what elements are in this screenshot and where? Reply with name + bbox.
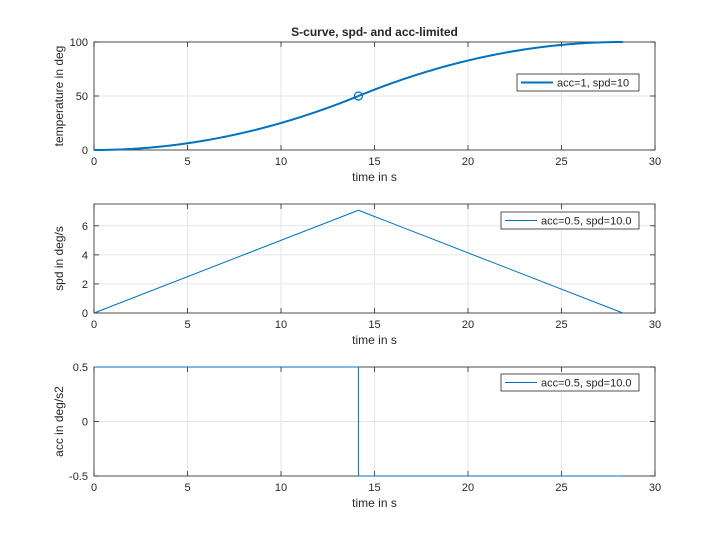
x-tick-label: 25 (555, 482, 567, 494)
x-tick-label: 5 (184, 319, 190, 331)
x-tick-label: 30 (649, 319, 661, 331)
chart-title: S-curve, spd- and acc-limited (291, 25, 458, 39)
y-tick-label: -0.5 (69, 471, 88, 483)
y-axis-label: temperature in deg (52, 46, 66, 147)
x-axis-label: time in s (352, 333, 397, 347)
legend-box (516, 73, 640, 92)
y-tick-label: 0.5 (73, 362, 88, 374)
legend-label: acc=0.5, spd=10.0 (541, 378, 632, 390)
x-tick-label: 10 (275, 156, 287, 168)
x-axis-label: time in s (352, 170, 397, 184)
y-tick-label: 0 (82, 145, 88, 157)
x-tick-label: 20 (462, 156, 474, 168)
x-tick-label: 0 (91, 482, 97, 494)
series-line-1 (93, 41, 623, 151)
subplot-1: 0 5 10 15 20 25 30 0 50 100 time in s temperature i… (52, 25, 661, 184)
x-tick-label: 5 (184, 156, 190, 168)
series-line-1 (94, 366, 623, 477)
legend: acc=0.5, spd=10.0 (500, 211, 640, 230)
y-tick-label: 4 (82, 250, 88, 262)
x-tick-label: 25 (555, 156, 567, 168)
x-tick-label: 0 (91, 156, 97, 168)
series-line-1 (93, 209, 624, 314)
y-tick-label: 100 (70, 37, 88, 49)
subplot-2: 0 5 10 15 20 25 30 0 2 4 6 time in s spd in deg/s acc… (52, 203, 661, 347)
x-tick-label: 30 (649, 156, 661, 168)
marker-circle (353, 91, 364, 101)
legend-box (500, 211, 640, 230)
y-tick-label: 2 (82, 279, 88, 291)
x-tick-label: 10 (275, 319, 287, 331)
legend-label: acc=1, spd=10 (557, 78, 629, 90)
x-tick-label: 15 (368, 319, 380, 331)
x-tick-label: 20 (462, 482, 474, 494)
y-tick-label: 6 (82, 221, 88, 233)
y-tick-label: 0 (82, 308, 88, 320)
y-tick-label: 50 (76, 91, 88, 103)
y-tick-label: 0 (82, 417, 88, 429)
x-tick-label: 15 (368, 482, 380, 494)
x-tick-label: 5 (184, 482, 190, 494)
x-tick-label: 15 (368, 156, 380, 168)
x-axis-label: time in s (352, 496, 397, 510)
legend-label: acc=0.5, spd=10.0 (541, 216, 632, 228)
legend: acc=1, spd=10 (516, 73, 640, 92)
legend-box (500, 373, 640, 392)
x-tick-label: 0 (91, 319, 97, 331)
x-tick-label: 30 (649, 482, 661, 494)
y-axis-label: acc in deg/s2 (52, 386, 66, 457)
x-tick-label: 25 (555, 319, 567, 331)
x-tick-label: 10 (275, 482, 287, 494)
legend: acc=0.5, spd=10.0 (500, 373, 640, 392)
y-axis-label: spd in deg/s (52, 226, 66, 291)
x-tick-label: 20 (462, 319, 474, 331)
